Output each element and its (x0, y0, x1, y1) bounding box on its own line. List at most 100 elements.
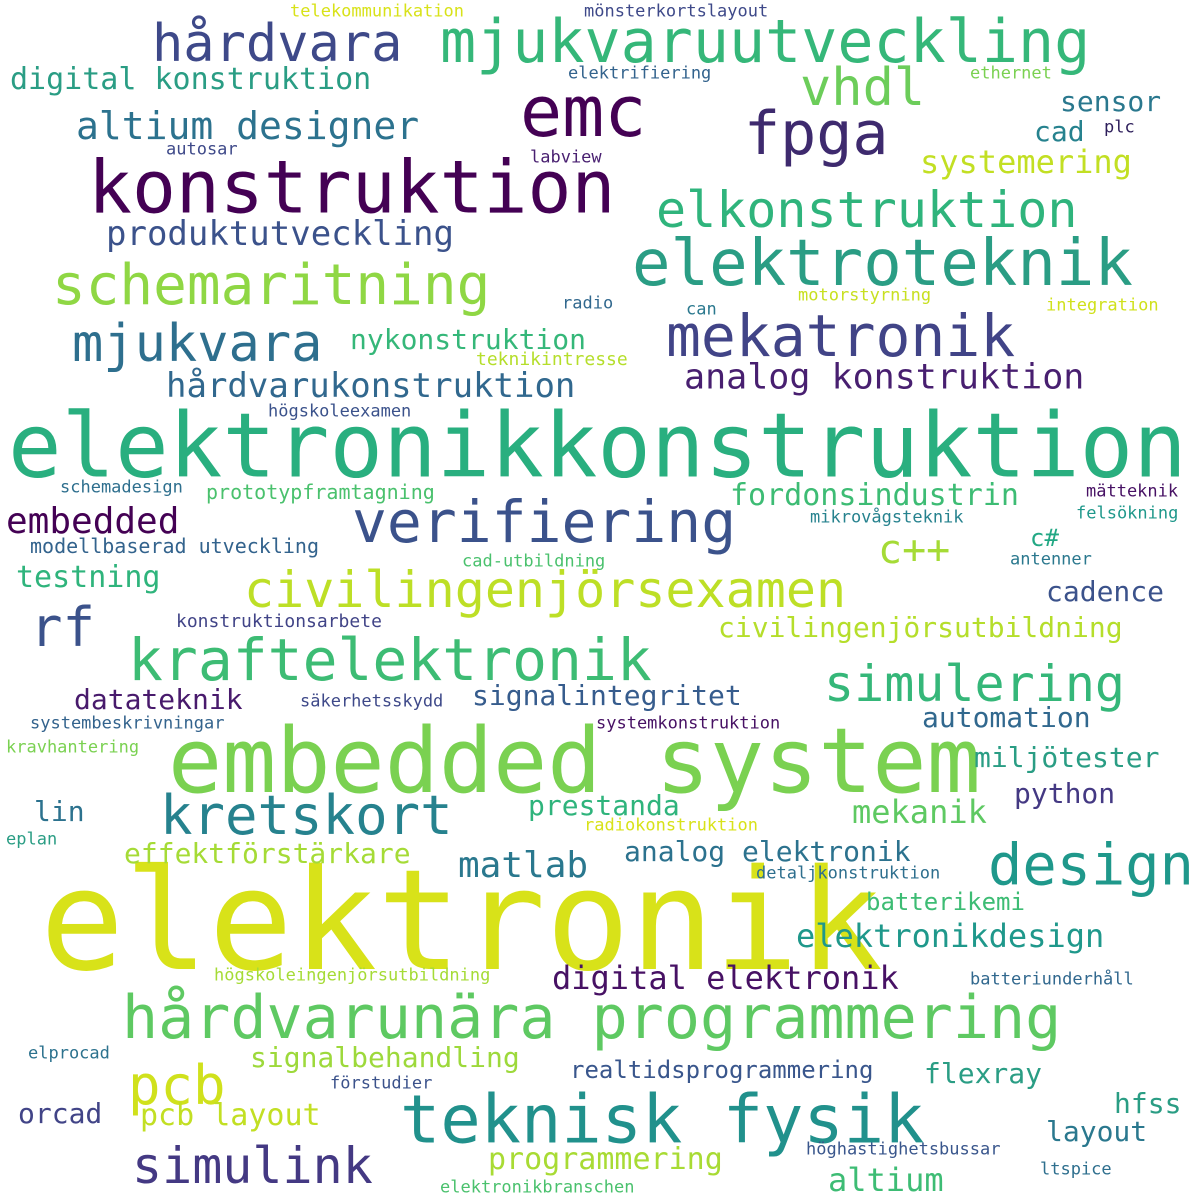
word-detaljkonstruktion: detaljkonstruktion (756, 863, 941, 884)
word-kravhantering: kravhantering (6, 737, 140, 758)
word-simulink: simulink (132, 1137, 373, 1195)
word-plc: plc (1104, 117, 1135, 138)
word-integration: integration (1046, 295, 1159, 316)
word-teknikintresse: teknikintresse (476, 349, 628, 370)
word-verifiering: verifiering (352, 488, 737, 556)
word-forstudier: förstudier (330, 1073, 433, 1094)
word-elektrifiering: elektrifiering (568, 63, 712, 84)
word-prototypframtagning: prototypframtagning (206, 480, 435, 504)
word-systembeskrivningar: systembeskrivningar (30, 713, 225, 734)
word-digital-konstruktion: digital konstruktion (10, 62, 372, 97)
word-batterikemi: batterikemi (866, 888, 1025, 916)
word-sakerhetsskydd: säkerhetsskydd (300, 691, 444, 712)
word-sensor: sensor (1060, 85, 1162, 118)
word-hardvara: hårdvara (152, 14, 403, 74)
word-analog-konstruktion: analog konstruktion (684, 357, 1085, 398)
word-can: can (686, 299, 717, 320)
word-mekanik: mekanik (852, 793, 987, 831)
word-hogskoleingenjorsutbildning: högskoleingenjörsutbildning (214, 965, 491, 986)
word-batteriunderhall: batteriunderhåll (970, 969, 1134, 990)
word-hogskoleexamen: högskoleexamen (268, 401, 412, 422)
word-schemaritning: schemaritning (52, 253, 491, 318)
word-datateknik: datateknik (74, 683, 243, 716)
word-pcb: pcb (128, 1054, 226, 1117)
word-produktutveckling: produktutveckling (106, 214, 454, 254)
word-cad-utbildning: cad-utbildning (462, 551, 606, 572)
word-mikrovagsteknik: mikrovågsteknik (810, 507, 964, 528)
word-orcad: orcad (18, 1097, 103, 1130)
word-schemadesign: schemadesign (60, 477, 183, 498)
word-elektronikdesign: elektronikdesign (796, 917, 1105, 955)
word-cad: cad (1034, 115, 1085, 148)
word-systemering: systemering (920, 143, 1132, 181)
word-elkonstruktion: elkonstruktion (656, 181, 1078, 239)
word-programmering: programmering (488, 1142, 723, 1177)
word-rf: rf (30, 596, 96, 659)
word-cadence: cadence (1046, 575, 1165, 608)
word-matlab: matlab (458, 845, 589, 886)
word-layout: layout (1046, 1115, 1148, 1148)
word-effektforstarkare: effektförstärkare (124, 837, 411, 870)
word-analog-elektronik: analog elektronik (624, 835, 911, 868)
word-telekommunikation: telekommunikation (290, 1, 464, 22)
word-antenner: antenner (1010, 549, 1092, 570)
word-digital-elektronik: digital elektronik (552, 959, 899, 997)
word-matteknik: mätteknik (1086, 481, 1179, 502)
word-felsokning: felsökning (1076, 503, 1179, 524)
word-elektroteknik: elektroteknik (632, 227, 1133, 301)
word-prestanda: prestanda (528, 789, 680, 822)
word-flexray: flexray (924, 1057, 1043, 1090)
word-automation: automation (922, 701, 1091, 734)
word-embedded-system: embedded system (168, 709, 981, 814)
word-signalbehandling: signalbehandling (250, 1041, 520, 1074)
word-mekatronik: mekatronik (666, 302, 1016, 370)
word-eplan: eplan (6, 829, 58, 850)
word-teknisk-fysik: teknisk fysik (400, 1080, 925, 1159)
word-altium: altium (828, 1161, 944, 1199)
word-motorstyrning: motorstyrning (798, 285, 932, 306)
word-testning: testning (16, 560, 161, 595)
word-elektronik: elektronik (40, 840, 883, 1003)
word-radiokonstruktion: radiokonstruktion (584, 815, 758, 836)
word-design: design (988, 832, 1194, 899)
word-autosar: autosar (166, 139, 238, 160)
word-civilingenjorsexamen: civilingenjörsexamen (244, 561, 847, 619)
word-fordonsindustrin: fordonsindustrin (730, 478, 1019, 513)
word-miljotester: miljötester (974, 741, 1160, 774)
word-ltspice: ltspice (1040, 1159, 1112, 1180)
word-hoghastighetsbussar: höghastighetsbussar (806, 1139, 1001, 1160)
word-embedded: embedded (6, 501, 180, 542)
word-konstruktionsarbete: konstruktionsarbete (176, 611, 382, 632)
word-emc: emc (520, 71, 647, 153)
word-monsterkortslayout: mönsterkortslayout (584, 1, 769, 22)
word-altium-designer: altium designer (76, 104, 420, 148)
word-ethernet: ethernet (970, 63, 1052, 84)
word-hfss: hfss (1114, 1087, 1182, 1120)
word-civilingenjorsutbildning: civilingenjörsutbildning (718, 611, 1123, 644)
word-kraftelektronik: kraftelektronik (128, 626, 652, 694)
word-radio: radio (562, 293, 614, 314)
word-labview: labview (530, 147, 602, 168)
word-hardvarunara-programmering: hårdvarunära programmering (122, 983, 1062, 1053)
word-vhdl: vhdl (800, 58, 926, 118)
word-hardvarukonstruktion: hårdvarukonstruktion (166, 366, 576, 406)
word-systemkonstruktion: systemkonstruktion (596, 713, 781, 734)
word-pcb-layout: pcb layout (140, 1098, 321, 1133)
word-cplusplus: c++ (878, 527, 951, 573)
word-fpga: fpga (744, 99, 889, 169)
word-signalintegritet: signalintegritet (472, 679, 742, 712)
word-lin: lin (34, 795, 85, 828)
word-elprocad: elprocad (28, 1043, 110, 1064)
word-python: python (1014, 777, 1116, 810)
word-elektronikkonstruktion: elektronikkonstruktion (8, 393, 1187, 498)
word-konstruktion: konstruktion (88, 145, 616, 231)
word-realtidsprogrammering: realtidsprogrammering (570, 1056, 874, 1084)
word-mjukvaruutveckling: mjukvaruutveckling (440, 7, 1091, 77)
word-modellbaserad-utveckling: modellbaserad utveckling (30, 534, 319, 558)
word-kretskort: kretskort (160, 784, 453, 847)
word-elektronikbranschen: elektronikbranschen (440, 1177, 635, 1198)
word-mjukvara: mjukvara (72, 314, 323, 374)
word-c-sharp: c# (1030, 524, 1059, 552)
word-nykonstruktion: nykonstruktion (350, 323, 587, 356)
